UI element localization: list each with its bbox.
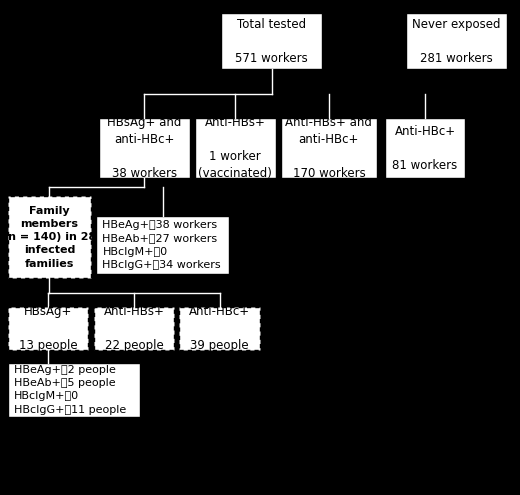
FancyBboxPatch shape [195, 118, 276, 178]
FancyBboxPatch shape [99, 118, 190, 178]
FancyBboxPatch shape [94, 307, 174, 349]
Text: Anti-HBs+

1 worker
(vaccinated): Anti-HBs+ 1 worker (vaccinated) [198, 116, 272, 180]
Text: HBsAg+

13 people: HBsAg+ 13 people [19, 305, 77, 352]
FancyBboxPatch shape [8, 307, 88, 349]
Text: HBeAg+	2 people
HBeAb+	5 people
HBcIgM+	0
HBcIgG+	11 people: HBeAg+ 2 people HBeAb+ 5 people HBcIgM+ … [14, 365, 126, 415]
Text: Figure 1 Serological test results of 571 workers at the Provincial Directorate o: Figure 1 Serological test results of 571… [10, 451, 492, 471]
FancyBboxPatch shape [8, 363, 140, 417]
Text: Never exposed

281 workers: Never exposed 281 workers [412, 18, 501, 65]
Text: HBeAg+	38 workers
HBeAb+	27 workers
HBcIgM+	0
HBcIgG+	34 workers: HBeAg+ 38 workers HBeAb+ 27 workers HBcI… [102, 220, 221, 270]
FancyBboxPatch shape [96, 216, 229, 274]
Text: Family
members
(n = 140) in 28
infected
families: Family members (n = 140) in 28 infected … [3, 206, 96, 269]
Text: Anti-HBs+ and
anti-HBc+

170 workers: Anti-HBs+ and anti-HBc+ 170 workers [285, 116, 372, 180]
FancyBboxPatch shape [281, 118, 377, 178]
Text: HBsAg+ and
anti-HBc+

38 workers: HBsAg+ and anti-HBc+ 38 workers [107, 116, 181, 180]
Text: Anti-HBc+

81 workers: Anti-HBc+ 81 workers [393, 125, 458, 172]
Text: Total tested

571 workers: Total tested 571 workers [236, 18, 308, 65]
Text: Anti-HBc+

39 people: Anti-HBc+ 39 people [189, 305, 250, 352]
FancyBboxPatch shape [179, 307, 260, 349]
Text: Anti-HBs+

22 people: Anti-HBs+ 22 people [103, 305, 164, 352]
FancyBboxPatch shape [8, 196, 91, 278]
FancyBboxPatch shape [385, 118, 465, 178]
FancyBboxPatch shape [406, 13, 507, 69]
FancyBboxPatch shape [221, 13, 322, 69]
